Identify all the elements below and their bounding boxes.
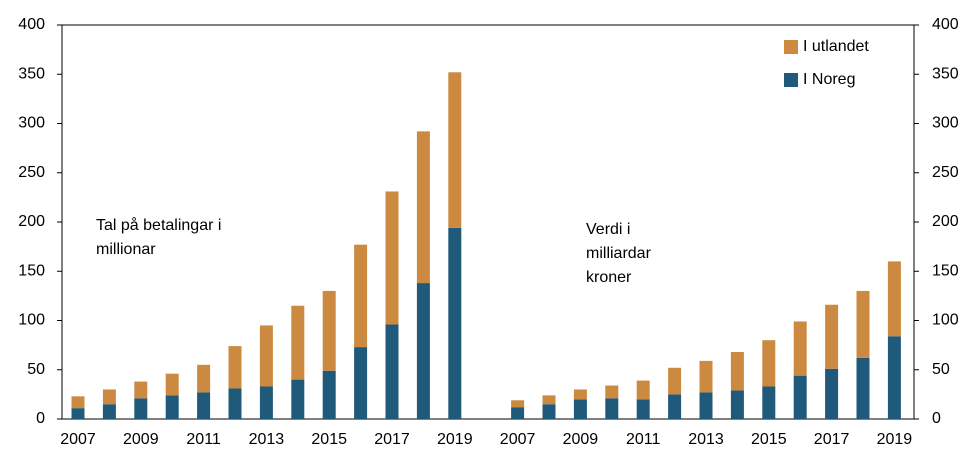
bar-segment [856, 290, 870, 358]
y-tick-label: 350 [18, 65, 45, 82]
x-tick-label: 2007 [500, 431, 536, 448]
annotation: Tal på betalingar i [96, 216, 221, 234]
bar-segment [448, 72, 462, 228]
bar-segment [636, 399, 650, 419]
bar-segment [228, 388, 242, 419]
bar-segment [573, 399, 587, 419]
bar-segment [102, 389, 116, 405]
bar-segment [762, 386, 776, 419]
bar-segment [668, 394, 682, 419]
bar-segment [197, 392, 211, 419]
bar-segment [416, 131, 430, 284]
bar-segment [856, 357, 870, 419]
annotation: millionar [96, 241, 156, 258]
x-tick-label: 2019 [877, 431, 913, 448]
bar-segment [573, 389, 587, 400]
x-tick-label: 2007 [60, 431, 96, 448]
bar-segment [511, 407, 525, 419]
bar-segment [228, 346, 242, 389]
bar-segment [699, 392, 713, 419]
y-tick-label: 150 [932, 262, 959, 279]
bar-segment [354, 347, 368, 419]
bar-segment [322, 290, 336, 371]
bar-segment [762, 340, 776, 387]
bar-segment [134, 381, 148, 399]
x-tick-label: 2019 [437, 431, 473, 448]
y-tick-label: 300 [18, 115, 45, 132]
bar-segment [291, 305, 305, 380]
x-tick-label: 2011 [186, 431, 221, 448]
y-tick-label: 350 [932, 65, 959, 82]
x-tick-label: 2013 [249, 431, 285, 448]
x-tick-label: 2017 [814, 431, 850, 448]
x-tick-label: 2017 [374, 431, 410, 448]
y-tick-label: 150 [18, 262, 45, 279]
annotation: milliardar [586, 245, 652, 262]
bar-segment [511, 400, 525, 408]
legend-swatch [784, 73, 798, 87]
bar-segment [197, 364, 211, 393]
bar-segment [730, 390, 744, 419]
bar-segment [699, 360, 713, 393]
bar-segment [542, 404, 556, 419]
y-tick-label: 200 [932, 213, 959, 230]
bar-segment [291, 379, 305, 419]
bar-segment [322, 370, 336, 419]
x-tick-label: 2009 [563, 431, 599, 448]
bar-segment [605, 398, 619, 419]
bar-segment [448, 227, 462, 419]
y-tick-label: 100 [18, 312, 45, 329]
bar-segment [636, 380, 650, 400]
bar-segment [887, 336, 901, 419]
bar-segment [71, 408, 85, 419]
bar-segment [165, 373, 179, 396]
y-tick-label: 400 [932, 16, 959, 33]
bar-segment [354, 244, 368, 348]
x-tick-label: 2011 [626, 431, 661, 448]
y-tick-label: 0 [36, 410, 45, 427]
bar-segment [605, 385, 619, 399]
y-tick-label: 50 [27, 361, 45, 378]
x-tick-label: 2015 [751, 431, 787, 448]
bar-segment [259, 386, 273, 419]
bar-segment [825, 368, 839, 419]
y-tick-label: 200 [18, 213, 45, 230]
bar-segment [385, 324, 399, 419]
legend-swatch [784, 40, 798, 54]
y-tick-label: 0 [932, 410, 941, 427]
bar-segment [668, 367, 682, 395]
bar-segment [825, 304, 839, 369]
annotation: Verdi i [586, 221, 630, 238]
bar-segment [793, 321, 807, 376]
bar-segment [730, 352, 744, 391]
x-tick-label: 2013 [688, 431, 724, 448]
bar-segment [134, 398, 148, 419]
y-tick-label: 100 [932, 312, 959, 329]
x-tick-label: 2009 [123, 431, 159, 448]
bar-segment [102, 404, 116, 419]
y-tick-label: 250 [932, 164, 959, 181]
annotation: kroner [586, 269, 632, 286]
x-tick-label: 2015 [311, 431, 347, 448]
bar-segment [165, 395, 179, 419]
y-tick-label: 50 [932, 361, 950, 378]
legend-label: I Noreg [803, 71, 855, 88]
y-tick-label: 300 [932, 115, 959, 132]
bar-segment [259, 325, 273, 387]
bar-segment [887, 261, 901, 337]
bar-segment [71, 396, 85, 409]
bar-segment [385, 191, 399, 325]
bar-segment [542, 395, 556, 405]
y-tick-label: 250 [18, 164, 45, 181]
bar-segment [793, 375, 807, 419]
legend-label: I utlandet [803, 38, 869, 55]
bar-segment [416, 283, 430, 419]
y-tick-label: 400 [18, 16, 45, 33]
